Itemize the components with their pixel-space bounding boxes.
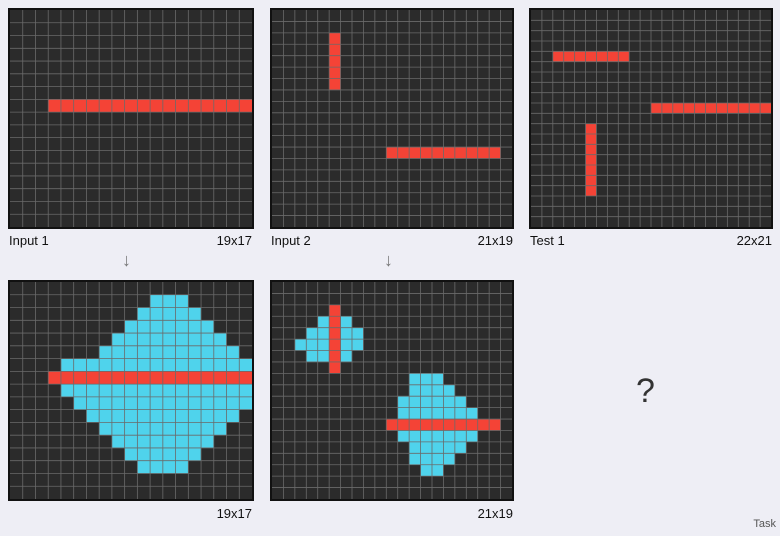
output-2-grid xyxy=(270,280,514,501)
task-label: Task xyxy=(753,518,776,530)
down-arrow-icon: ↓ xyxy=(122,250,131,270)
red-cell-block xyxy=(651,103,771,114)
down-arrow-icon: ↓ xyxy=(384,250,393,270)
red-cell-block xyxy=(329,32,341,90)
output-1-dims: 19x17 xyxy=(216,506,252,521)
cyan-cell-block xyxy=(124,320,214,334)
unknown-output-placeholder: ? xyxy=(636,372,655,410)
grid-canvas xyxy=(531,10,771,227)
cyan-cell-block xyxy=(99,345,240,359)
cyan-cell-block xyxy=(111,333,227,346)
grid-canvas xyxy=(10,10,252,227)
input-1-dims: 19x17 xyxy=(216,233,252,248)
red-cell-block xyxy=(552,51,630,62)
input-2-dims: 21x19 xyxy=(477,233,513,248)
input-2-grid xyxy=(270,8,514,229)
red-cell-block xyxy=(585,123,597,196)
test-1-grid xyxy=(529,8,773,229)
output-2-dims: 21x19 xyxy=(477,506,513,521)
cyan-cell-block xyxy=(60,358,252,372)
cyan-cell-block xyxy=(397,407,478,420)
cyan-cell-block xyxy=(137,307,202,321)
grid-canvas xyxy=(272,10,512,227)
cyan-cell-block xyxy=(397,430,478,442)
input-1-label: Input 1 xyxy=(9,233,49,248)
cyan-cell-block xyxy=(60,384,252,397)
input-2-label: Input 2 xyxy=(271,233,311,248)
cyan-cell-block xyxy=(409,441,467,454)
input-1-grid xyxy=(8,8,254,229)
grid-canvas xyxy=(10,282,252,499)
cyan-cell-block xyxy=(409,373,444,385)
cyan-cell-block xyxy=(150,294,189,308)
test-1-dims: 22x21 xyxy=(736,233,772,248)
test-1-label: Test 1 xyxy=(530,233,565,248)
grid-canvas xyxy=(272,282,512,499)
output-1-grid xyxy=(8,280,254,501)
